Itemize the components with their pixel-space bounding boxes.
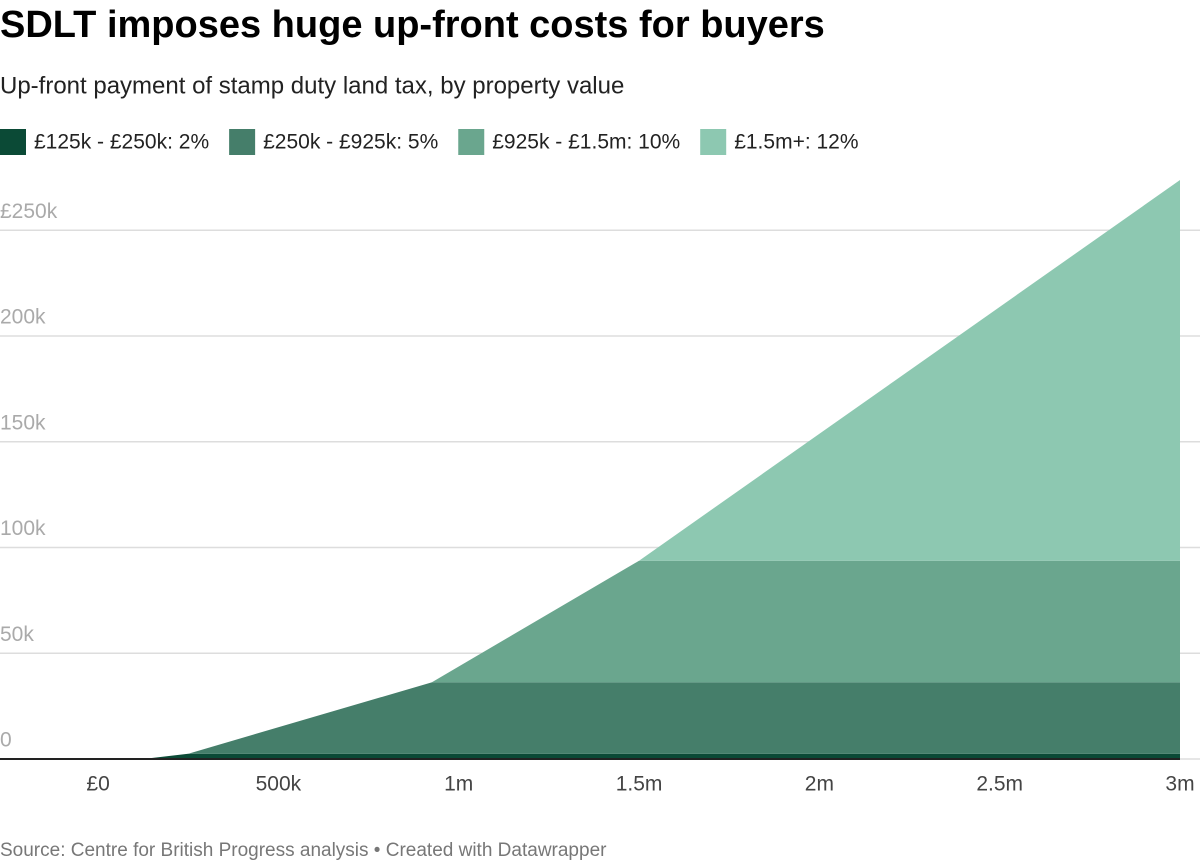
legend-swatch [700,129,727,155]
area [98,682,1181,759]
y-tick-label: 150k [0,411,46,434]
legend-label: £925k - £1.5m: 10% [492,131,680,154]
area [98,560,1181,759]
x-tick-label: 1.5m [616,773,663,796]
area [98,753,1181,759]
chart-title: SDLT imposes huge up-front costs for buy… [0,4,825,46]
chart-subtitle: Up-front payment of stamp duty land tax,… [0,72,624,99]
x-tick-label: 3m [1165,773,1194,796]
source-note: Source: Centre for British Progress anal… [0,840,607,861]
area [98,180,1181,759]
legend-swatch [458,129,485,155]
x-tick-label: 2m [805,773,834,796]
y-tick-label: 100k [0,517,46,540]
legend-label: £1.5m+: 12% [734,131,858,154]
legend-label: £250k - £925k: 5% [263,131,438,154]
x-tick-label: 500k [256,773,302,796]
y-tick-label: 200k [0,306,46,329]
x-tick-label: 1m [444,773,473,796]
x-tick-label: 2.5m [976,773,1023,796]
y-tick-label: £250k [0,200,58,223]
legend-swatch [229,129,256,155]
y-tick-label: 50k [0,623,34,646]
legend-swatch [0,129,26,155]
y-tick-label: 0 [0,729,12,752]
legend-label: £125k - £250k: 2% [34,131,209,154]
x-tick-label: £0 [86,773,109,796]
